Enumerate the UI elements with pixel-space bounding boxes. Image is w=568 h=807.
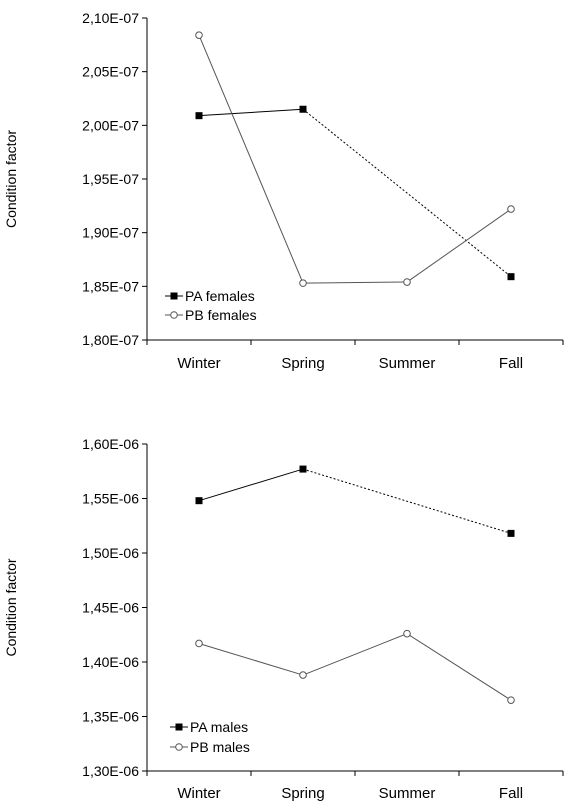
x-tick-label: Spring: [281, 785, 324, 802]
legend-label: PA males: [190, 719, 248, 735]
x-tick-label: Summer: [379, 355, 436, 372]
series-gap-line: [302, 108, 512, 278]
x-tick-label: Winter: [177, 355, 220, 372]
data-point: [403, 278, 411, 286]
data-point: [195, 112, 203, 120]
y-tick-label: 1,35E-06: [82, 709, 139, 725]
y-tick-label: 1,40E-06: [82, 654, 139, 670]
y-tick-label: 1,30E-06: [82, 763, 139, 779]
x-tick-label: Winter: [177, 785, 220, 802]
series-line-segment: [198, 642, 304, 676]
series-pb-females: [195, 31, 515, 287]
series-pa-males: [195, 465, 515, 537]
series-line-segment: [198, 468, 304, 502]
x-tick-label: Summer: [379, 785, 436, 802]
x-tick-label: Fall: [499, 785, 523, 802]
series-pa-females: [195, 105, 515, 281]
y-tick-label: 1,90E-07: [82, 225, 139, 241]
series-line-segment: [406, 633, 512, 701]
y-tick-label: 1,95E-07: [82, 171, 139, 187]
legend-marker: [175, 723, 183, 731]
y-tick-label: 2,00E-07: [82, 117, 139, 133]
data-point: [507, 273, 515, 281]
series-line-segment: [406, 208, 512, 283]
data-point: [507, 205, 515, 213]
data-point: [299, 465, 307, 473]
legend-label: PA females: [185, 288, 255, 304]
data-point: [403, 629, 411, 638]
series-line-segment: [302, 281, 408, 284]
y-tick-label: 2,05E-07: [82, 64, 139, 80]
series-line-segment: [302, 633, 408, 676]
data-point: [507, 529, 515, 537]
chart-females: 1,80E-07 1,85E-07 1,90E-07 1,95E-07 2,00E-07…: [3, 10, 564, 372]
y-tick-label: 2,10E-07: [82, 10, 139, 26]
data-point: [195, 31, 203, 39]
data-point: [195, 639, 203, 648]
data-point: [299, 671, 307, 679]
legend-label: PB males: [190, 739, 250, 755]
data-point: [195, 497, 203, 505]
chart-males: 1,30E-06 1,35E-06 1,40E-06 1,45E-06 1,50E-06…: [3, 436, 564, 802]
y-tick-label: 1,50E-06: [82, 545, 139, 561]
x-tick-label: Spring: [281, 355, 324, 372]
data-point: [299, 279, 307, 287]
y-tick-label: 1,60E-06: [82, 436, 139, 452]
y-tick-label: 1,80E-07: [82, 332, 139, 348]
y-tick-label: 1,85E-07: [82, 278, 139, 294]
y-axis-title: Condition factor: [3, 558, 19, 656]
data-point: [299, 105, 307, 113]
x-tick-label: Fall: [499, 355, 523, 372]
y-tick-label: 1,45E-06: [82, 600, 139, 616]
y-tick-label: 1,55E-06: [82, 491, 139, 507]
y-axis-title: Condition factor: [3, 130, 19, 228]
series-line-segment: [198, 34, 304, 284]
legend-marker: [175, 743, 183, 751]
data-point: [507, 696, 515, 704]
legend-marker: [170, 311, 178, 319]
legend-label: PB females: [185, 307, 257, 323]
legend-marker: [170, 292, 178, 300]
series-gap-line: [302, 468, 512, 534]
series-line-segment: [198, 108, 304, 117]
series-pb-males: [195, 629, 515, 704]
